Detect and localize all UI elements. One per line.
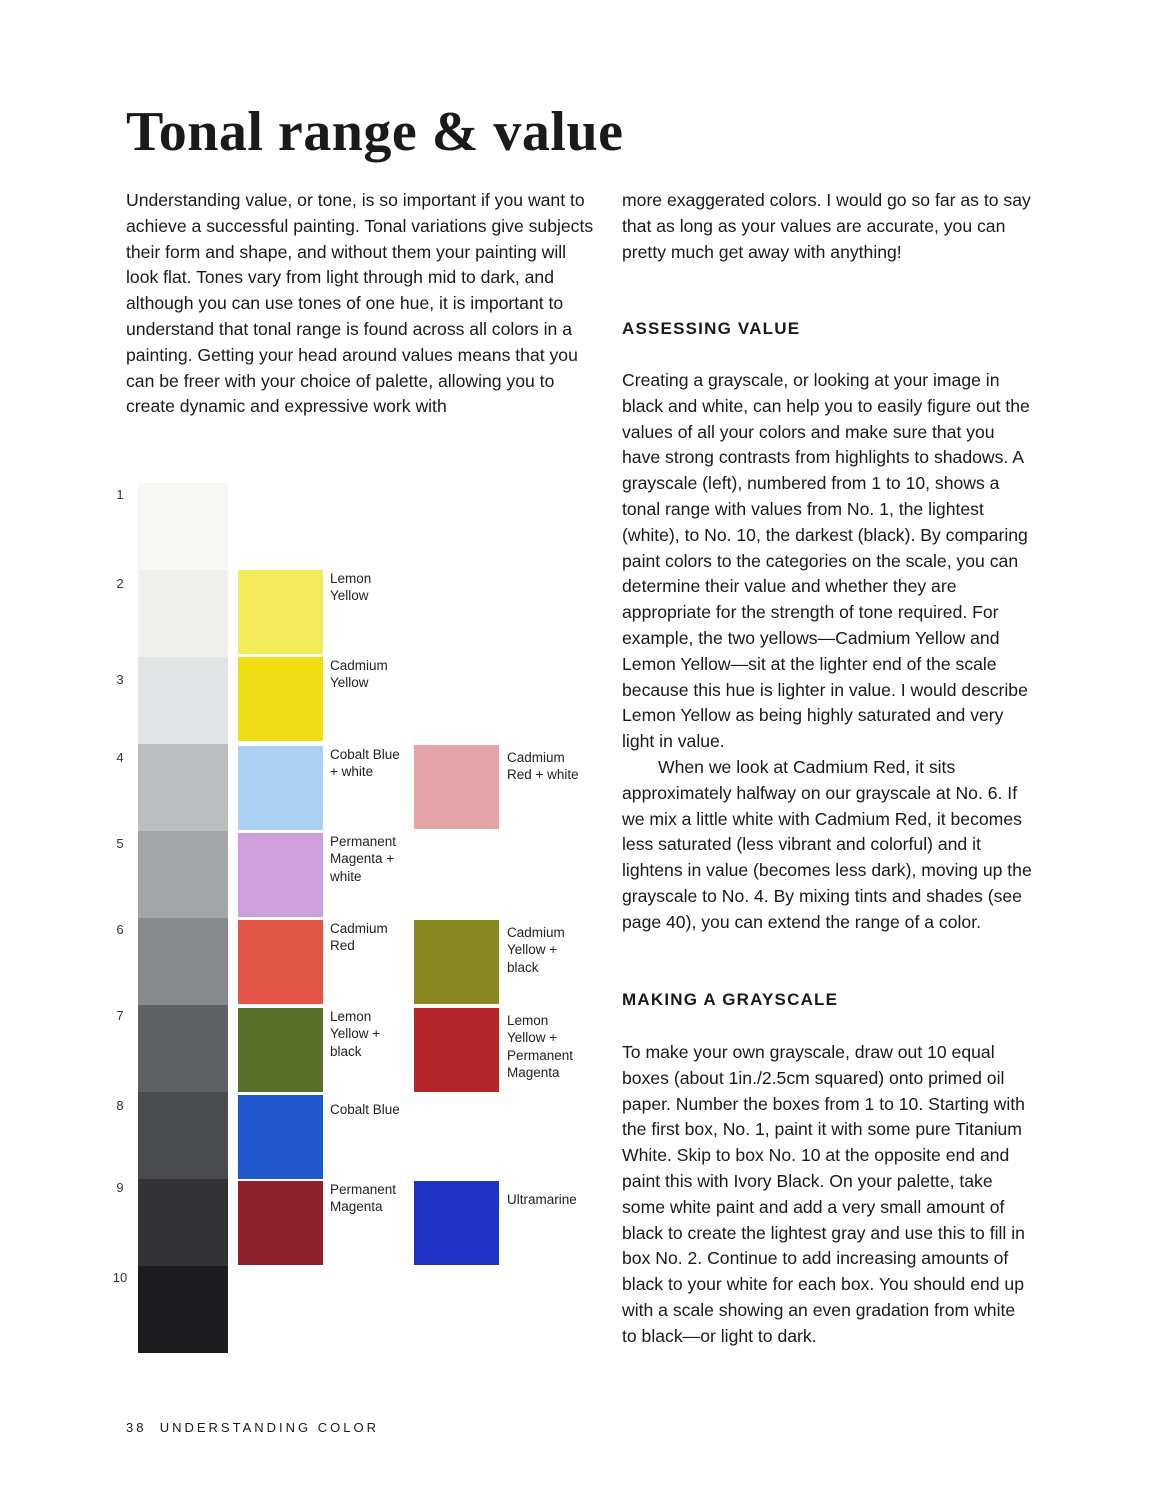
paragraph: To make your own grayscale, draw out 10 … (622, 1042, 1025, 1346)
scale-number: 3 (116, 672, 124, 687)
heading: MAKING A GRAYSCALE (622, 990, 839, 1009)
paragraph: more exaggerated colors. I would go so f… (622, 190, 1031, 262)
swatch-label: Lemon Yellow + black (330, 1009, 381, 1059)
page-number: 38 (126, 1420, 147, 1435)
swatch-label: Permanent Magenta + white (330, 834, 397, 884)
paragraph: Creating a grayscale, or looking at your… (622, 370, 1030, 752)
grayscale-swatch (138, 918, 228, 1005)
paragraph: When we look at Cadmium Red, it sits app… (622, 756, 1032, 932)
color-swatch (238, 1181, 323, 1265)
color-swatch (414, 745, 499, 829)
grayscale-swatch (138, 1179, 228, 1266)
grayscale-swatch (138, 744, 228, 831)
scale-number: 10 (112, 1270, 128, 1285)
scale-number: 8 (116, 1098, 124, 1113)
scale-number: 4 (116, 750, 124, 765)
section-name: UNDERSTANDING COLOR (159, 1420, 379, 1435)
swatch-label: Permanent Magenta (330, 1182, 397, 1215)
grayscale-swatch (138, 1092, 228, 1179)
title: Tonal range & value (126, 101, 624, 163)
swatch-label: Cadmium Yellow (330, 658, 388, 691)
color-swatch (414, 1181, 499, 1265)
swatch-label: Cadmium Red + white (507, 750, 579, 783)
color-swatch (238, 746, 323, 830)
scale-number: 9 (116, 1180, 124, 1195)
swatch-label: Lemon Yellow (330, 571, 372, 604)
grayscale-swatch (138, 570, 228, 657)
color-swatch (238, 657, 323, 741)
scale-number: 1 (116, 487, 124, 502)
swatch-label: Cadmium Red (330, 921, 388, 954)
heading: ASSESSING VALUE (622, 319, 801, 338)
scale-number: 5 (116, 836, 124, 851)
swatch-label: Cobalt Blue + white (330, 747, 400, 780)
grayscale-swatch (138, 657, 228, 744)
swatch-label: Ultramarine (507, 1192, 577, 1207)
scale-number: 2 (116, 576, 124, 591)
scale-number: 7 (116, 1008, 124, 1023)
color-swatch (238, 1095, 323, 1179)
color-swatch (238, 920, 323, 1004)
paragraph: Understanding value, or tone, is so impo… (126, 190, 594, 417)
color-swatch (414, 920, 499, 1004)
section-text: Creating a grayscale, or looking at your… (622, 368, 1032, 936)
grayscale-swatch (138, 483, 228, 570)
footer: 38 UNDERSTANDING COLOR (126, 1420, 379, 1435)
grayscale-swatch (138, 831, 228, 918)
color-swatch (414, 1008, 499, 1092)
color-swatch (238, 570, 323, 654)
grayscale-swatch (138, 1005, 228, 1092)
swatch-label: Cadmium Yellow + black (507, 925, 565, 975)
grayscale-swatch (138, 1266, 228, 1353)
color-swatch (238, 1008, 323, 1092)
swatch-label: Cobalt Blue (330, 1102, 400, 1117)
scale-number: 6 (116, 922, 124, 937)
swatch-label: Lemon Yellow + Permanent Magenta (507, 1013, 574, 1080)
color-swatch (238, 833, 323, 917)
